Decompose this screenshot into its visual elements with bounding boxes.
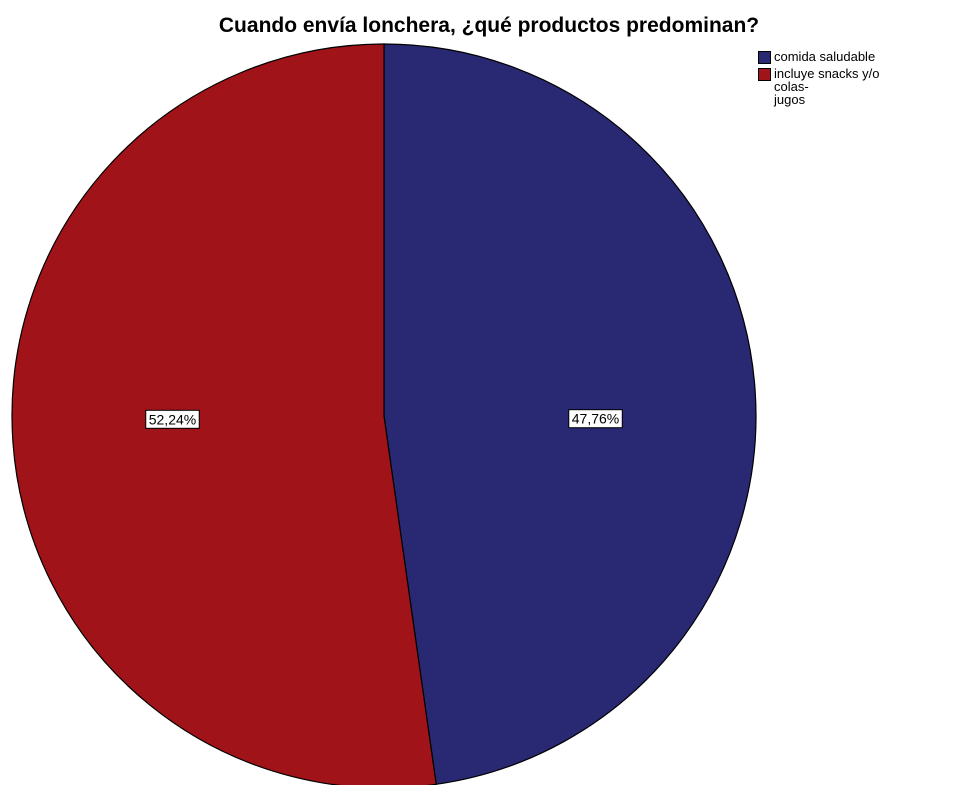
- chart-title: Cuando envía lonchera, ¿qué productos pr…: [218, 14, 760, 37]
- pie-slice-snacks-colas-jugos: [11, 43, 437, 785]
- legend-item-comida-saludable: comida saludable: [758, 50, 914, 64]
- legend-swatch-comida-saludable: [758, 51, 771, 64]
- legend-label-comida-saludable: comida saludable: [774, 49, 876, 64]
- svg-text:47,76%: 47,76%: [572, 411, 619, 427]
- legend-label-snacks-colas-jugos: incluye snacks y/o colas- jugos: [774, 66, 880, 107]
- svg-text:52,24%: 52,24%: [149, 411, 196, 427]
- legend-swatch-snacks-colas-jugos: [758, 68, 771, 81]
- data-label-snacks-colas-jugos: 52,24%: [145, 409, 200, 429]
- data-label-comida-saludable: 47,76%: [568, 409, 623, 429]
- legend-item-snacks-colas-jugos: incluye snacks y/o colas- jugos: [758, 67, 914, 106]
- legend: comida saludable incluye snacks y/o cola…: [758, 50, 914, 109]
